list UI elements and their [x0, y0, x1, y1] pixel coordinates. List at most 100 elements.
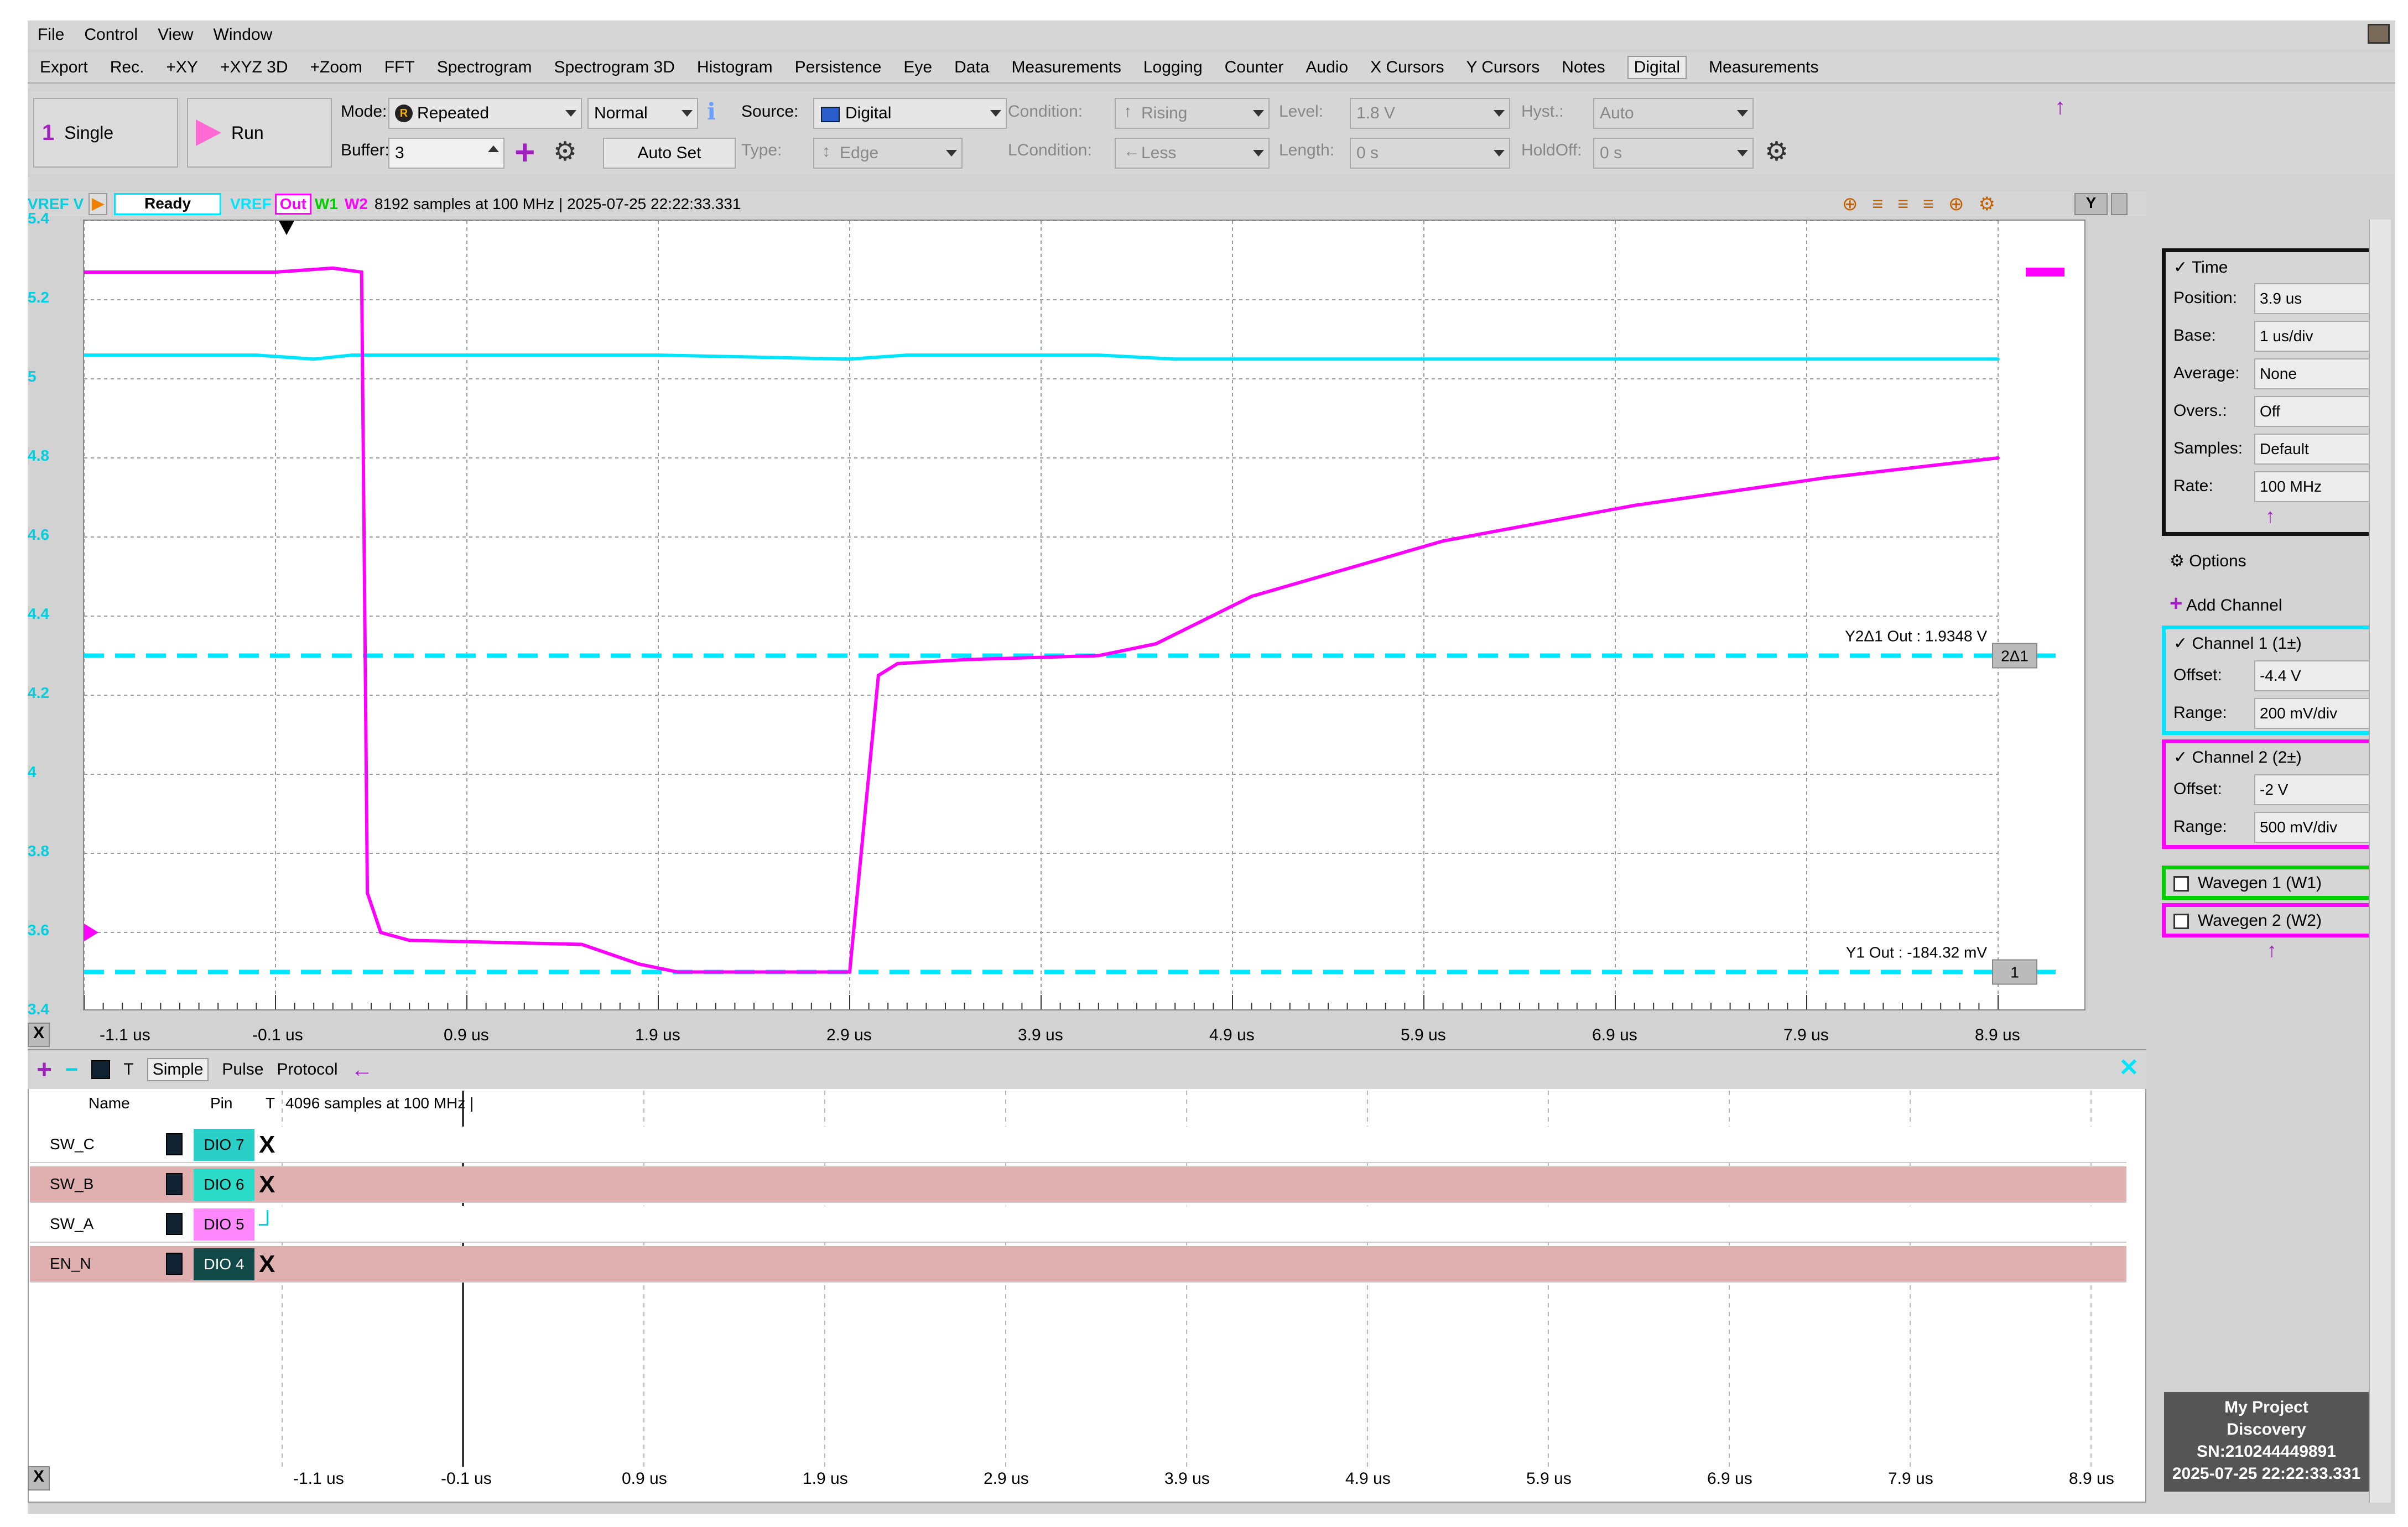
tab-persistence[interactable]: Persistence: [794, 58, 882, 76]
lcondition-select[interactable]: ← Less: [1115, 138, 1270, 169]
rate-select[interactable]: 100 MHz: [2254, 471, 2381, 502]
menu-file[interactable]: File: [38, 25, 65, 44]
tab-histogram[interactable]: Histogram: [696, 58, 773, 76]
menu-view[interactable]: View: [158, 25, 194, 44]
pulse-tab[interactable]: Pulse: [222, 1060, 264, 1078]
back-arrow-icon[interactable]: ←: [351, 1057, 373, 1082]
tab-logging[interactable]: Logging: [1143, 58, 1203, 76]
signal-trigger-condition[interactable]: X: [259, 1131, 275, 1158]
signal-pin[interactable]: DIO 4: [194, 1248, 254, 1280]
type-select[interactable]: ↕ Edge: [813, 138, 963, 169]
cursor-y2-tag-box[interactable]: [1992, 643, 2037, 669]
signal-color-swatch[interactable]: [166, 1253, 183, 1275]
expand-arrow-icon[interactable]: ▶: [89, 193, 107, 215]
logic-x-axis-button[interactable]: X: [28, 1466, 50, 1490]
menu-control[interactable]: Control: [84, 25, 138, 44]
y-axis-button[interactable]: Y: [2074, 193, 2108, 215]
channel1-offset-input[interactable]: -4.4 V: [2254, 660, 2381, 691]
trigger-position-marker[interactable]: [279, 221, 294, 235]
samples-select[interactable]: Default: [2254, 434, 2381, 465]
signal-trigger-condition[interactable]: ┘: [259, 1211, 277, 1238]
trigger-gear-icon[interactable]: ⚙: [1765, 137, 1789, 166]
length-input[interactable]: 0 s: [1350, 138, 1510, 169]
normal-select[interactable]: Normal: [587, 98, 698, 129]
signal-color-swatch[interactable]: [166, 1213, 183, 1235]
channel1-header[interactable]: ✓ Channel 1 (1±): [2173, 634, 2302, 653]
scope-plot[interactable]: Y2Δ1 Out : 1.9348 V Y1 Out : -184.32 mV 2Δ…: [83, 220, 2085, 1010]
tab-xyz-3d[interactable]: +XYZ 3D: [220, 58, 288, 76]
source-select[interactable]: Digital: [813, 98, 1007, 129]
time-header[interactable]: ✓ Time: [2173, 258, 2228, 277]
overs-select[interactable]: Off: [2254, 396, 2381, 427]
channel2-range-select[interactable]: 500 mV/div: [2254, 812, 2381, 843]
right-scrollbar[interactable]: [2369, 220, 2391, 1503]
gear-icon[interactable]: ⚙: [553, 137, 578, 166]
signal-pin[interactable]: DIO 7: [194, 1129, 254, 1161]
channel-out-chip[interactable]: Out: [274, 194, 311, 215]
window-restore-icon[interactable]: [2368, 24, 2390, 44]
channel-w1-chip[interactable]: W1: [314, 195, 338, 212]
tab-xy[interactable]: +XY: [166, 58, 198, 76]
signal-color-swatch[interactable]: [166, 1133, 183, 1155]
zoom-tools-icon[interactable]: ⊕≡≡≡⊕⚙: [1842, 194, 2010, 215]
tab-x-cursors[interactable]: X Cursors: [1370, 58, 1444, 76]
signal-trigger-condition[interactable]: X: [259, 1250, 275, 1278]
tab-notes[interactable]: Notes: [1562, 58, 1605, 76]
tab-export[interactable]: Export: [40, 58, 88, 76]
y-axis-dropdown-icon[interactable]: [2111, 193, 2128, 215]
level-input[interactable]: 1.8 V: [1350, 98, 1510, 129]
wavegen2-panel[interactable]: Wavegen 2 (W2): [2162, 903, 2389, 937]
single-button[interactable]: 1 Single: [33, 98, 178, 168]
name-column-header[interactable]: Name: [89, 1095, 130, 1112]
protocol-tab[interactable]: Protocol: [277, 1060, 338, 1078]
t-column-header[interactable]: T: [266, 1095, 275, 1112]
tab-rec[interactable]: Rec.: [110, 58, 144, 76]
tab-zoom[interactable]: +Zoom: [310, 58, 362, 76]
tab-fft[interactable]: FFT: [384, 58, 415, 76]
cursor-y1-tag-box[interactable]: [1992, 959, 2037, 985]
pin-arrow-icon[interactable]: ↑: [2055, 95, 2066, 119]
holdoff-input[interactable]: 0 s: [1593, 138, 1754, 169]
remove-signal-icon[interactable]: −: [65, 1057, 79, 1082]
tab-audio[interactable]: Audio: [1306, 58, 1349, 76]
channel1-range-select[interactable]: 200 mV/div: [2254, 698, 2381, 729]
out-offset-marker[interactable]: [84, 924, 98, 941]
tab-y-cursors[interactable]: Y Cursors: [1466, 58, 1540, 76]
signal-pin[interactable]: DIO 6: [194, 1169, 254, 1201]
base-select[interactable]: 1 us/div: [2254, 321, 2381, 352]
menu-window[interactable]: Window: [213, 25, 273, 44]
tab-spectrogram[interactable]: Spectrogram: [436, 58, 532, 76]
signal-trigger-condition[interactable]: X: [259, 1171, 275, 1198]
position-input[interactable]: 3.9 us: [2254, 283, 2381, 314]
add-buffer-icon[interactable]: +: [514, 132, 535, 172]
run-button[interactable]: Run: [187, 98, 332, 168]
trigger-mode-button[interactable]: T: [123, 1060, 134, 1078]
tab-spectrogram-3d[interactable]: Spectrogram 3D: [554, 58, 675, 76]
channel2-header[interactable]: ✓ Channel 2 (2±): [2173, 748, 2302, 767]
tab-digital[interactable]: Digital: [1627, 56, 1687, 79]
buffer-input[interactable]: 3: [388, 138, 505, 169]
logic-row-en-n[interactable]: [30, 1246, 2126, 1283]
signal-pin[interactable]: DIO 5: [194, 1208, 254, 1241]
info-pin-icon[interactable]: ℹ: [707, 98, 716, 124]
channel2-offset-input[interactable]: -2 V: [2254, 774, 2381, 805]
condition-select[interactable]: ↑ Rising: [1115, 98, 1270, 129]
wavegen1-checkbox[interactable]: [2173, 876, 2189, 892]
logic-row-sw-b[interactable]: [30, 1166, 2126, 1203]
pin-column-header[interactable]: Pin: [210, 1095, 233, 1112]
close-logic-icon[interactable]: ✕: [2119, 1054, 2139, 1081]
add-channel-button[interactable]: + Add Channel: [2170, 591, 2282, 616]
time-pin-icon[interactable]: ↑: [2265, 504, 2275, 527]
channel-w2-chip[interactable]: W2: [344, 195, 368, 212]
wavegen1-panel[interactable]: Wavegen 1 (W1): [2162, 866, 2389, 900]
auto-set-button[interactable]: Auto Set: [603, 138, 736, 169]
channel-vref-chip[interactable]: VREF: [230, 195, 272, 212]
tab-measurements-2[interactable]: Measurements: [1709, 58, 1819, 76]
channel-pin-icon[interactable]: ↑: [2267, 939, 2277, 961]
wavegen2-checkbox[interactable]: [2173, 914, 2189, 930]
simple-tab[interactable]: Simple: [147, 1058, 209, 1081]
tab-measurements[interactable]: Measurements: [1011, 58, 1121, 76]
mode-select[interactable]: R Repeated: [388, 98, 582, 129]
signal-color-swatch[interactable]: [166, 1173, 183, 1195]
average-select[interactable]: None: [2254, 358, 2381, 389]
